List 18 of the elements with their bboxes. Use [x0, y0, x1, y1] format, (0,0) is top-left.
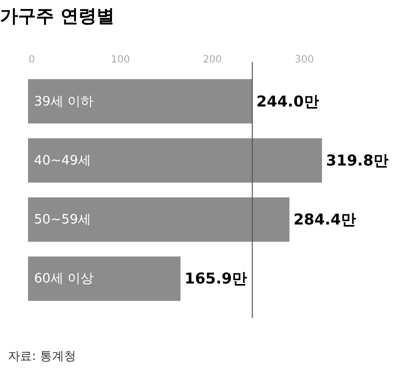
- x-tick-label: 100: [110, 54, 130, 66]
- x-tick-label: 300: [294, 54, 314, 66]
- x-tick-label: 200: [202, 54, 222, 66]
- bar: [28, 79, 252, 124]
- x-tick-label: 0: [28, 54, 35, 66]
- y-tick-label: 39세 이하: [34, 94, 94, 110]
- data-label: 284.4만: [293, 210, 356, 229]
- y-tick-label: 60세 이상: [34, 272, 94, 287]
- y-tick-label: 40~49세: [34, 153, 91, 168]
- bar: [28, 256, 181, 301]
- y-tick-label: 50~59세: [34, 212, 91, 228]
- bar: [28, 138, 322, 183]
- data-label: 319.8만: [326, 151, 388, 170]
- data-label: 244.0만: [256, 92, 319, 110]
- chart-title: 가구주 연령별: [0, 6, 114, 27]
- data-label: 165.9만: [184, 270, 247, 288]
- bar: [28, 197, 290, 242]
- text: 자료: 통계청: [8, 349, 76, 363]
